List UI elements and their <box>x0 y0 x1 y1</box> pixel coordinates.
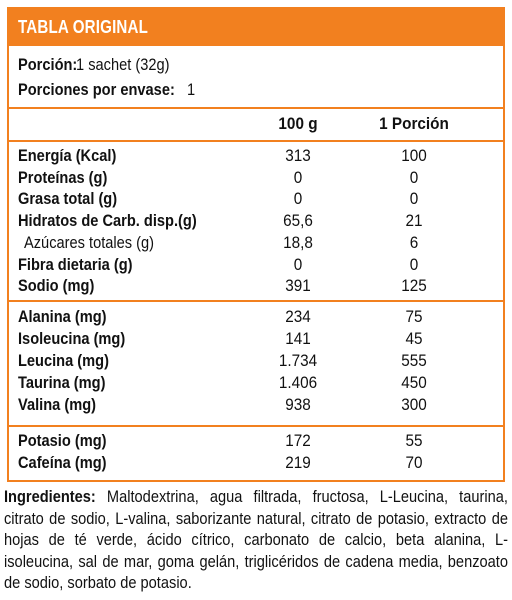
nutrient-label: Sodio (mg) <box>18 276 95 296</box>
nutrient-label: Taurina (mg) <box>18 373 106 392</box>
value-per-portion: 75 <box>405 307 423 326</box>
value-per-100g: 391 <box>285 276 311 296</box>
nutrient-label: Cafeína (mg) <box>18 452 107 472</box>
nutrient-label: Alanina (mg) <box>18 307 107 326</box>
value-per-portion: 6 <box>409 232 419 252</box>
value-per-100g: 938 <box>285 395 311 414</box>
portion-label: Porción: <box>18 55 78 74</box>
nutrient-label: Potasio (mg) <box>18 431 107 450</box>
divider <box>9 300 503 302</box>
divider <box>9 107 503 109</box>
per-pack-value: 1 <box>187 80 196 99</box>
column-header-portion: 1 Porción <box>379 114 449 133</box>
value-per-100g: 1.406 <box>278 373 318 392</box>
value-per-100g: 65,6 <box>283 211 313 231</box>
nutrient-label: Fibra dietaria (g) <box>18 254 133 274</box>
nutrient-label: Energía (Kcal) <box>18 146 117 165</box>
nutrient-label: Azúcares totales (g) <box>24 232 155 252</box>
ingredients-block: Ingredientes: Maltodextrina, agua filtra… <box>4 486 508 594</box>
divider <box>9 425 503 427</box>
ingredients-text: Maltodextrina, agua filtrada, fructosa, … <box>4 487 508 592</box>
table-title: TABLA ORIGINAL <box>18 17 149 37</box>
value-per-100g: 141 <box>285 329 311 348</box>
value-per-portion: 45 <box>405 329 423 348</box>
nutrient-label: Grasa total (g) <box>18 189 118 209</box>
value-per-100g: 234 <box>285 307 311 326</box>
value-per-100g: 1.734 <box>278 351 318 370</box>
nutrient-label: Proteínas (g) <box>18 167 108 187</box>
value-per-100g: 0 <box>293 189 303 209</box>
per-pack-label: Porciones por envase: <box>18 80 175 99</box>
value-per-100g: 0 <box>293 167 303 187</box>
value-per-portion: 0 <box>409 189 419 209</box>
value-per-portion: 70 <box>405 452 423 472</box>
nutrient-label: Leucina (mg) <box>18 351 109 370</box>
nutrient-label: Isoleucina (mg) <box>18 329 126 348</box>
nutrient-label: Valina (mg) <box>18 395 96 414</box>
value-per-100g: 172 <box>285 431 311 450</box>
value-per-portion: 300 <box>401 395 427 414</box>
value-per-100g: 313 <box>285 146 311 165</box>
title-bar: TABLA ORIGINAL <box>9 9 503 46</box>
column-header-100g: 100 g <box>278 114 318 133</box>
nutrition-table: TABLA ORIGINAL Porción: 1 sachet (32g) P… <box>7 7 505 482</box>
value-per-portion: 0 <box>409 254 419 274</box>
value-per-portion: 125 <box>401 276 427 296</box>
portion-value: 1 sachet (32g) <box>76 55 170 74</box>
value-per-portion: 450 <box>401 373 427 392</box>
value-per-portion: 21 <box>405 211 423 231</box>
value-per-portion: 0 <box>409 167 419 187</box>
ingredients-label: Ingredientes: <box>4 487 96 506</box>
value-per-100g: 18,8 <box>283 232 313 252</box>
nutrient-label: Hidratos de Carb. disp.(g) <box>18 211 197 231</box>
value-per-100g: 0 <box>293 254 303 274</box>
value-per-portion: 100 <box>401 146 427 165</box>
value-per-portion: 55 <box>405 431 423 450</box>
value-per-100g: 219 <box>285 452 311 472</box>
divider <box>9 140 503 142</box>
value-per-portion: 555 <box>401 351 427 370</box>
